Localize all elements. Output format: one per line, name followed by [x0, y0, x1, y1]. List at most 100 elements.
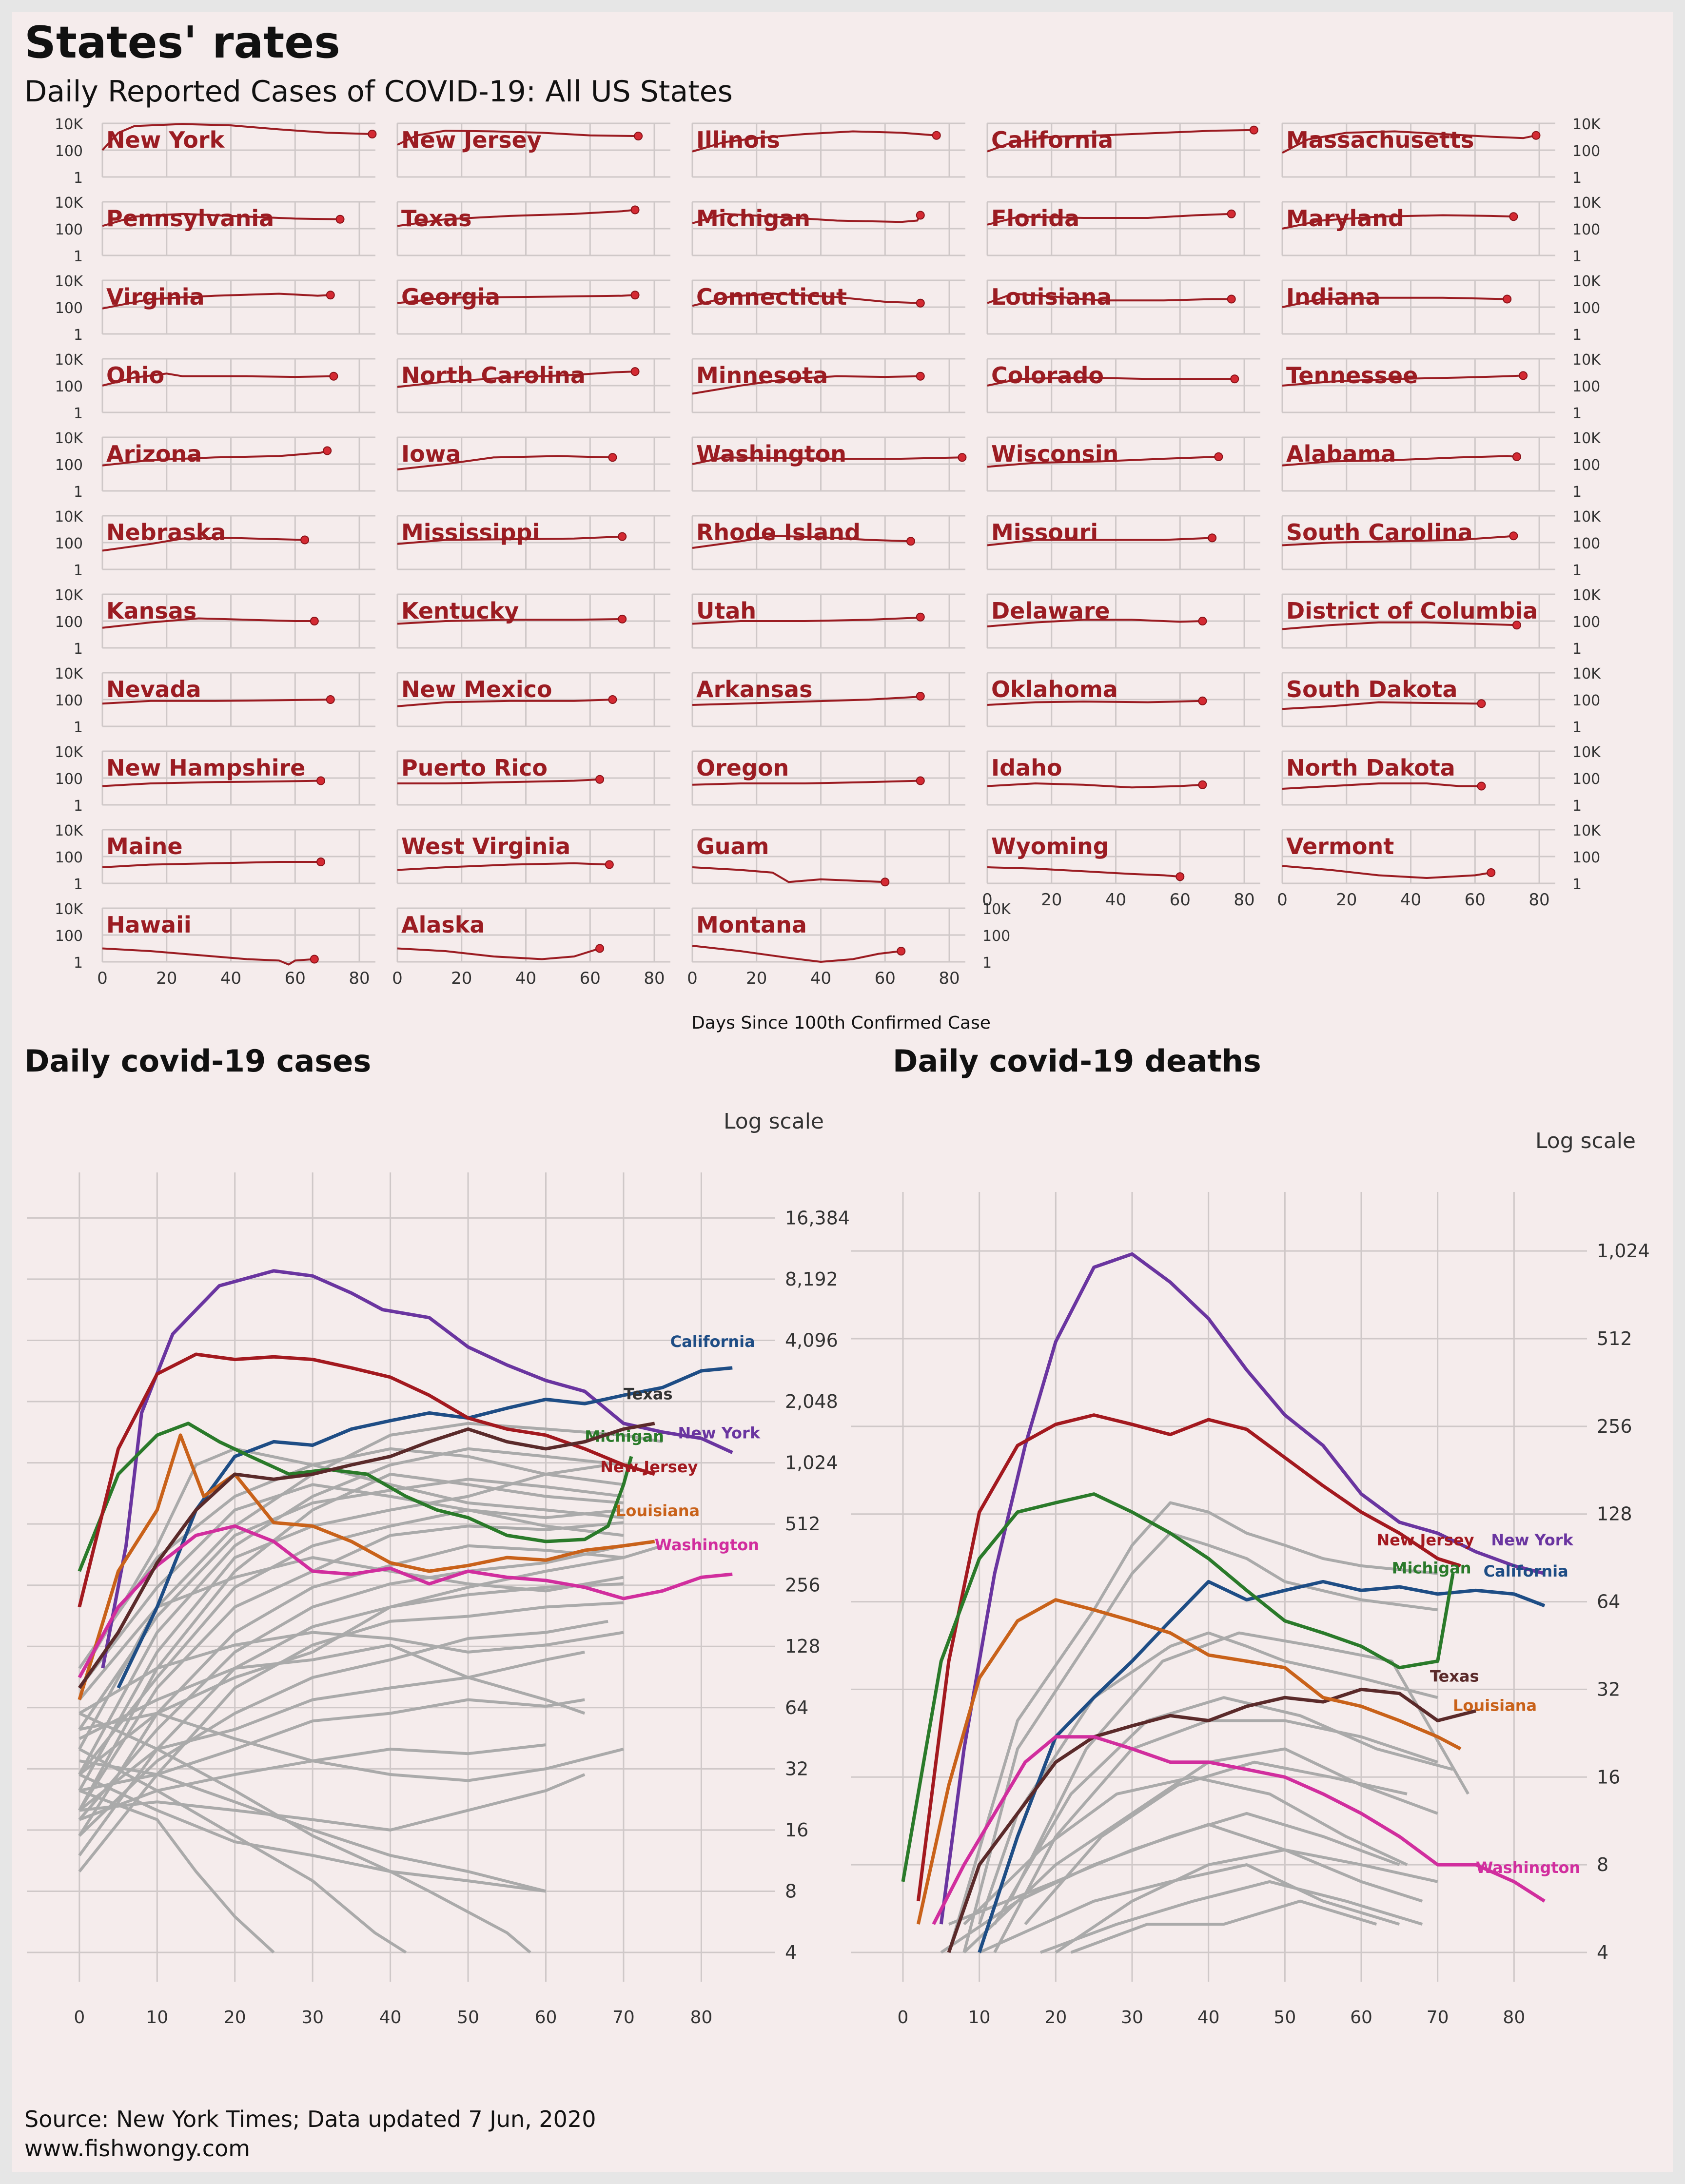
- state-panel: Washington: [691, 436, 967, 492]
- state-label-texas: Texas: [1430, 1667, 1479, 1686]
- state-label-washington: Washington: [655, 1536, 759, 1554]
- state-end-point: [1208, 533, 1217, 543]
- y-tick-label: 100: [55, 928, 83, 945]
- state-end-point: [1230, 374, 1239, 384]
- state-panel: Florida: [986, 201, 1260, 256]
- state-line: [692, 456, 962, 465]
- x-tick-label: 80: [644, 969, 665, 988]
- state-panel: Nevada 10K 100 1: [55, 665, 375, 736]
- state-line: [397, 370, 635, 388]
- y-tick-label: 1: [74, 876, 83, 893]
- y-tick-label: 1: [74, 484, 83, 501]
- state-panel: Missouri: [986, 515, 1260, 570]
- state-panel: District of Columbia 10K 100 1: [1281, 587, 1601, 658]
- state-name-label: Wisconsin: [991, 441, 1118, 467]
- log-scale-note: Log scale: [724, 1109, 824, 1134]
- state-line-texas: [947, 1687, 1476, 1953]
- state-end-point: [1519, 371, 1528, 380]
- state-end-point: [608, 453, 617, 462]
- state-line: [101, 123, 372, 151]
- other-state-line: [78, 1773, 546, 1893]
- y-tick-label: 100: [55, 614, 83, 631]
- y-tick-label: 10K: [1572, 822, 1601, 839]
- state-line: [692, 866, 885, 883]
- y-tick-label: 128: [1597, 1503, 1632, 1525]
- x-tick-label: 60: [1350, 2008, 1372, 2028]
- other-state-line: [78, 1650, 585, 1812]
- state-panel: Massachusetts 10K 100 1: [1281, 116, 1601, 187]
- x-tick-label: 80: [690, 2008, 712, 2028]
- state-line: [987, 619, 1203, 627]
- y-tick-label: 10K: [1572, 587, 1601, 604]
- state-end-point: [1487, 868, 1496, 877]
- state-label-michigan: Michigan: [1392, 1559, 1471, 1578]
- state-name-label: Nebraska: [106, 519, 226, 546]
- state-panel: Virginia 10K 100 1: [55, 273, 375, 344]
- state-end-point: [1176, 872, 1185, 881]
- state-panel: North Dakota 10K 100 1: [1281, 744, 1601, 815]
- state-name-label: Arizona: [106, 441, 202, 467]
- state-label-new-york: New York: [678, 1424, 761, 1443]
- state-end-point: [906, 537, 915, 546]
- state-name-label: Pennsylvania: [106, 205, 274, 232]
- y-tick-label: 100: [55, 849, 83, 866]
- state-line: [397, 862, 609, 871]
- state-panel: South Carolina 10K 100 1: [1281, 508, 1601, 579]
- y-tick-label: 100: [55, 221, 83, 238]
- state-panel: Colorado: [986, 358, 1260, 413]
- state-end-point: [618, 614, 627, 624]
- state-label-washington: Washington: [1476, 1858, 1580, 1877]
- y-tick-label: 100: [1572, 771, 1600, 788]
- state-name-label: Iowa: [401, 441, 461, 467]
- y-tick-label: 100: [1572, 378, 1600, 395]
- state-end-point: [608, 695, 617, 704]
- other-state-line: [78, 1473, 624, 1811]
- state-line: [102, 780, 321, 787]
- y-tick-label: 1: [74, 327, 83, 344]
- state-panel: Wisconsin: [986, 436, 1260, 492]
- state-line: [987, 455, 1219, 468]
- state-name-label: Hawaii: [106, 912, 192, 938]
- other-state-line: [78, 1463, 608, 1792]
- x-tick-label: 60: [580, 969, 601, 988]
- state-panel: Wyoming 0 20 40 60 80: [982, 829, 1260, 910]
- y-tick-label: 100: [1572, 221, 1600, 238]
- state-line: [1282, 214, 1514, 230]
- other-state-line: [78, 1789, 275, 1954]
- y-tick-label: 100: [1572, 535, 1600, 552]
- y-tick-label: 4: [785, 1942, 797, 1963]
- other-state-line: [78, 1447, 624, 1775]
- other-state-line: [1008, 1631, 1469, 1902]
- state-panel: Illinois: [691, 122, 965, 178]
- state-line-michigan: [78, 1422, 633, 1572]
- state-end-point: [1531, 131, 1541, 140]
- y-tick-label: 100: [55, 771, 83, 788]
- state-line: [397, 294, 635, 304]
- y-tick-label: 10K: [1572, 744, 1601, 761]
- state-panel: Kentucky: [396, 593, 670, 649]
- other-state-line: [978, 1631, 1438, 1925]
- x-tick-label: 70: [1427, 2008, 1449, 2028]
- state-line-california: [117, 1366, 733, 1689]
- y-tick-label: 10K: [1572, 351, 1601, 369]
- y-tick-label: 32: [1597, 1678, 1620, 1700]
- y-tick-label: 128: [785, 1636, 821, 1657]
- state-name-label: Wyoming: [991, 833, 1109, 859]
- state-name-label: South Carolina: [1286, 519, 1473, 546]
- x-tick-label: 30: [301, 2008, 324, 2028]
- other-state-line: [1070, 1899, 1377, 1954]
- x-tick-label: 50: [1274, 2008, 1296, 2028]
- state-panel: New York 10K 100 1: [55, 116, 377, 187]
- state-name-label: Louisiana: [991, 284, 1112, 310]
- y-tick-label: 8,192: [785, 1268, 838, 1290]
- state-panel: Alaska 0 20 40 60 80: [392, 907, 670, 988]
- y-tick-label: 1,024: [1597, 1240, 1650, 1262]
- y-tick-label: 10K: [55, 508, 83, 526]
- y-tick-label: 100: [55, 692, 83, 709]
- y-tick-label: 512: [1597, 1328, 1632, 1349]
- state-line: [397, 947, 600, 960]
- state-name-label: Arkansas: [696, 676, 812, 702]
- state-panel: California: [986, 122, 1260, 178]
- state-line: [692, 945, 901, 963]
- other-state-line: [78, 1712, 531, 1954]
